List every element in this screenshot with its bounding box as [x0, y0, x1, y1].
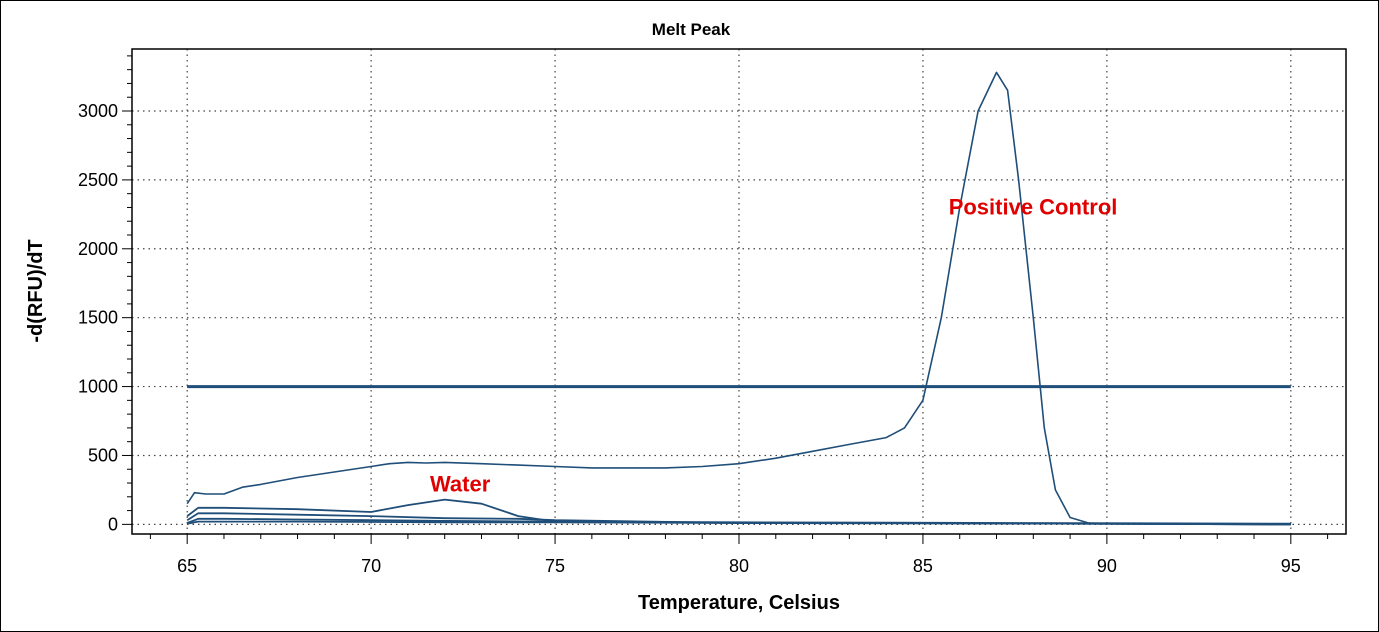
x-tick-label: 90	[1097, 556, 1117, 576]
annotation-positive-control: Positive Control	[949, 194, 1118, 219]
x-tick-label: 85	[913, 556, 933, 576]
y-tick-label: 0	[108, 514, 118, 534]
series-layer	[186, 71, 1291, 526]
series-line-5	[187, 520, 1291, 526]
y-tick-label: 2000	[78, 239, 118, 259]
y-tick-label: 1500	[78, 308, 118, 328]
x-tick-label: 75	[545, 556, 565, 576]
series-line-1	[186, 71, 1291, 526]
y-tick-label: 2500	[78, 170, 118, 190]
axis-ticks: 65 70 75 80 85 90 95 0 500 1000 1500 2000 2500 3000	[78, 55, 1329, 576]
annotations: Positive Control Water	[430, 194, 1117, 496]
y-axis-label: -d(RFU)/dT	[25, 239, 47, 342]
y-tick-label: 1000	[78, 377, 118, 397]
x-tick-label: 65	[177, 556, 197, 576]
y-tick-label: 500	[88, 445, 118, 465]
grid	[132, 49, 1346, 534]
y-tick-label: 3000	[78, 101, 118, 121]
chart-title: Melt Peak	[652, 20, 731, 39]
x-tick-label: 70	[361, 556, 381, 576]
x-tick-label: 80	[729, 556, 749, 576]
x-axis-label: Temperature, Celsius	[638, 592, 840, 614]
annotation-water: Water	[430, 471, 491, 496]
x-tick-label: 95	[1281, 556, 1301, 576]
